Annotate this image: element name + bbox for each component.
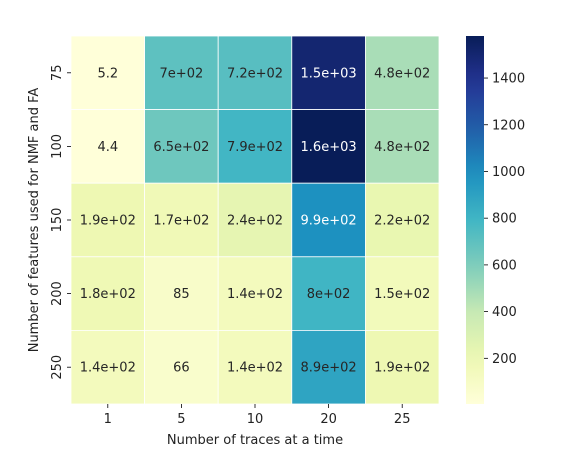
cell-value-label: 4.8e+02 [374, 140, 430, 155]
cell-value-label: 2.2e+02 [374, 214, 430, 229]
cell-value-label: 8.9e+02 [301, 361, 357, 376]
heatmap-cell [217, 256, 293, 331]
y-axis-ticks: 75 100 150 200 250 [50, 65, 71, 380]
x-tick-label: 5 [177, 412, 185, 427]
x-axis-label: Number of traces at a time [167, 433, 343, 448]
heatmap-cell [70, 35, 145, 110]
cell-value-label: 7.9e+02 [227, 140, 283, 155]
heatmap-cell-labels: 5.2 7e+02 7.2e+02 1.5e+03 4.8e+02 4.4 6.5e+02 7… [80, 66, 431, 375]
cell-value-label: 2.4e+02 [227, 214, 283, 229]
colorbar-tick-label: 600 [492, 258, 517, 273]
cell-value-label: 8e+02 [307, 287, 351, 302]
colorbar-tick-label: 1000 [492, 165, 525, 180]
cell-value-label: 4.8e+02 [374, 66, 430, 81]
cell-value-label: 1.4e+02 [227, 361, 283, 376]
y-tick-label: 75 [50, 65, 65, 82]
cell-value-label: 6.5e+02 [153, 140, 209, 155]
cell-value-label: 1.4e+02 [227, 287, 283, 302]
cell-value-label: 4.4 [97, 140, 118, 155]
y-tick-label: 250 [50, 355, 65, 380]
cell-value-label: 7e+02 [160, 66, 204, 81]
heatmap-cell [144, 329, 219, 405]
cell-value-label: 1.9e+02 [80, 214, 136, 229]
heatmap-cell [364, 256, 440, 331]
cell-value-label: 5.2 [97, 66, 118, 81]
heatmap-cell [217, 35, 293, 110]
colorbar-tick-label: 800 [492, 212, 517, 227]
colorbar-tick-label: 1400 [492, 72, 525, 87]
heatmap-cell [70, 329, 145, 405]
y-tick-label: 100 [50, 134, 65, 159]
colorbar-tick-label: 400 [492, 305, 517, 320]
cell-value-label: 7.2e+02 [227, 66, 283, 81]
heatmap-cell [291, 182, 366, 258]
cell-value-label: 9.9e+02 [301, 214, 357, 229]
heatmap-cell [217, 182, 293, 258]
cell-value-label: 1.6e+03 [301, 140, 357, 155]
cell-value-label: 1.5e+02 [374, 287, 430, 302]
x-axis-ticks: 1 5 10 20 25 [104, 404, 411, 427]
heatmap-cell [144, 256, 219, 331]
x-tick-label: 25 [394, 412, 411, 427]
heatmap-cell [291, 256, 366, 331]
y-axis-label: Number of features used for NMF and FA [27, 88, 42, 353]
y-tick-label: 150 [50, 208, 65, 233]
heatmap-cell [144, 182, 219, 258]
colorbar: 200 400 600 800 1000 1200 1400 [466, 36, 525, 404]
cell-value-label: 1.7e+02 [153, 214, 209, 229]
heatmap-cell [70, 109, 145, 184]
colorbar-tick-label: 1200 [492, 118, 525, 133]
cell-value-label: 85 [173, 287, 190, 302]
heatmap-cell [364, 35, 440, 110]
x-tick-label: 10 [247, 412, 264, 427]
heatmap-cell [364, 109, 440, 184]
cell-value-label: 1.4e+02 [80, 361, 136, 376]
heatmap-cell [291, 35, 366, 110]
heatmap-cell [217, 109, 293, 184]
colorbar-tick-label: 200 [492, 352, 517, 367]
heatmap-cell [144, 35, 219, 110]
cell-value-label: 1.9e+02 [374, 361, 430, 376]
heatmap-cell [364, 329, 440, 405]
heatmap-cell [364, 182, 440, 258]
cell-value-label: 1.5e+03 [301, 66, 357, 81]
x-tick-label: 20 [320, 412, 337, 427]
cell-value-label: 1.8e+02 [80, 287, 136, 302]
colorbar-gradient [466, 36, 484, 404]
x-tick-label: 1 [104, 412, 112, 427]
cell-value-label: 66 [173, 361, 190, 376]
y-tick-label: 200 [50, 281, 65, 306]
heatmap-cells [70, 35, 440, 405]
heatmap-cell [217, 329, 293, 405]
